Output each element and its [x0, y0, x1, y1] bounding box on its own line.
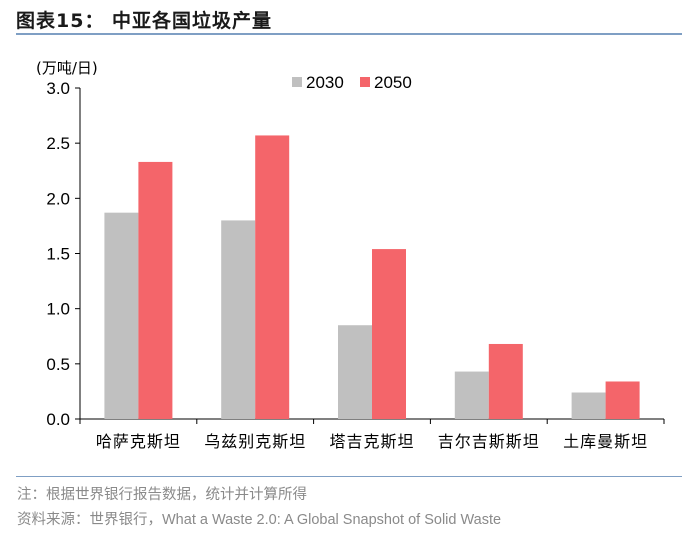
top-divider	[16, 33, 682, 35]
source-line: 资料来源：世界银行，What a Waste 2.0: A Global Sna…	[17, 508, 501, 529]
legend-label-2030: 2030	[306, 73, 344, 92]
x-tick-label: 乌兹别克斯坦	[204, 432, 306, 451]
y-tick-label: 3.0	[46, 79, 70, 98]
y-tick-label: 2.0	[46, 189, 70, 208]
legend-swatch-2050	[360, 77, 370, 87]
bar-chart: (万吨/日) 0.0 0.5 1.0 1.5 2.0 2.5 3.0 哈萨克斯坦 乌兹别克斯坦 塔吉…	[36, 59, 665, 451]
x-tick-label: 土库曼斯坦	[563, 432, 648, 451]
bar-2030	[338, 325, 372, 419]
bar-2030	[454, 371, 489, 419]
bar-2030	[571, 392, 606, 419]
legend-swatch-2030	[292, 77, 302, 87]
source-prefix: 资料来源：世界银行，	[17, 512, 162, 528]
y-tick-label: 1.0	[46, 300, 70, 319]
bar-2050	[372, 249, 406, 419]
bar-2030	[104, 212, 139, 419]
x-tick-label: 哈萨克斯坦	[96, 432, 181, 451]
y-tick-label: 2.5	[46, 134, 70, 153]
footnote: 注：根据世界银行报告数据，统计并计算所得	[17, 487, 307, 503]
bar-2050	[138, 161, 173, 419]
y-unit-label: (万吨/日)	[36, 59, 98, 77]
page-title: 图表15： 中亚各国垃圾产量	[16, 10, 273, 32]
x-tick-label: 吉尔吉斯斯坦	[438, 432, 540, 451]
source-text: What a Waste 2.0: A Global Snapshot of S…	[162, 512, 502, 528]
bar-2050	[255, 135, 290, 419]
bar-2050	[488, 343, 523, 419]
bottom-divider	[16, 476, 682, 477]
y-tick-label: 1.5	[46, 245, 70, 264]
bar-2050	[605, 381, 640, 419]
bar-2030	[221, 220, 256, 419]
x-tick-label: 塔吉克斯坦	[329, 432, 414, 451]
legend-label-2050: 2050	[374, 73, 412, 92]
y-tick-label: 0.0	[46, 410, 70, 429]
y-tick-label: 0.5	[46, 355, 70, 374]
